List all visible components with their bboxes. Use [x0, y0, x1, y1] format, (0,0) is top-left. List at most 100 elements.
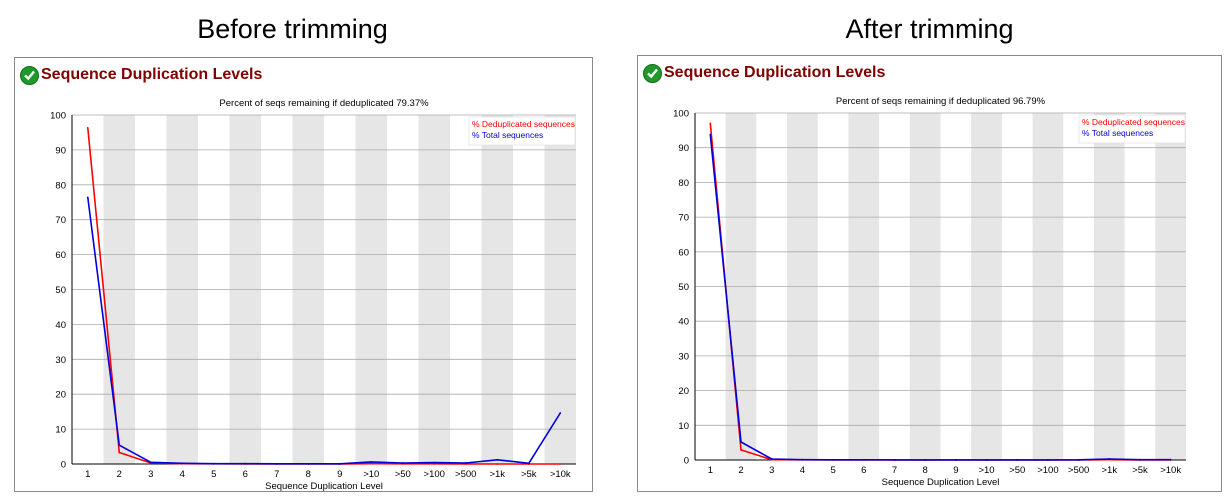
y-tick-label: 30: [55, 355, 66, 366]
x-tick-label: 5: [830, 465, 835, 476]
y-tick-label: 30: [678, 351, 689, 362]
x-tick-label: >100: [424, 469, 445, 480]
x-tick-label: >50: [1009, 465, 1025, 476]
data-point: [244, 462, 247, 465]
data-point: [559, 463, 562, 465]
y-tick-label: 10: [678, 421, 689, 432]
y-tick-label: 50: [55, 285, 66, 296]
data-point: [559, 412, 562, 414]
x-tick-label: >500: [455, 469, 476, 480]
data-point: [86, 127, 89, 129]
duplication-chart-before: 0 10 20 30 40 50 60 70 80 90 100 1 2 3 4 5 6 7 8 9 >10 >50 >10…: [50, 98, 576, 491]
x-tick-label: >10k: [550, 469, 571, 480]
data-point: [770, 458, 773, 460]
legend-entry: % Deduplicated sequences: [472, 119, 575, 129]
data-point: [118, 444, 121, 447]
y-tick-label: 70: [55, 215, 66, 226]
legend-entry: % Deduplicated sequences: [1082, 117, 1185, 127]
y-tick-label: 70: [678, 213, 689, 224]
y-tick-label: 60: [55, 250, 66, 261]
panel-title-row: Sequence Duplication Levels: [20, 63, 262, 87]
heading-after-trimming: After trimming: [845, 14, 1014, 44]
y-tick-label: 60: [678, 247, 689, 258]
y-tick-label: 10: [55, 425, 66, 436]
data-point: [212, 462, 215, 465]
data-point: [1139, 458, 1141, 461]
data-point: [527, 462, 530, 465]
x-tick-label: 2: [117, 469, 122, 480]
data-point: [1047, 458, 1049, 461]
data-point: [149, 461, 152, 464]
legend-box: [1078, 114, 1186, 144]
x-tick-label: >10k: [1160, 465, 1181, 476]
x-tick-label: >1k: [489, 469, 505, 480]
data-point: [496, 458, 499, 461]
y-tick-label: 0: [61, 460, 66, 471]
x-tick-label: 8: [923, 465, 928, 476]
data-point: [740, 441, 742, 443]
y-tick-label: 100: [50, 111, 66, 122]
y-tick-label: 80: [55, 180, 66, 191]
data-point: [496, 463, 499, 465]
x-tick-label: >10: [978, 465, 994, 476]
x-tick-label: 1: [708, 465, 713, 476]
data-point: [433, 461, 436, 464]
legend-box: [468, 116, 576, 146]
data-point: [1108, 458, 1111, 460]
x-tick-label: 6: [861, 465, 866, 476]
chart-title: Percent of seqs remaining if deduplicate…: [219, 98, 429, 109]
x-tick-label: 7: [892, 465, 897, 476]
data-point: [370, 462, 373, 465]
green-check-icon: [643, 63, 662, 83]
y-tick-label: 20: [678, 386, 689, 397]
x-tick-label: 9: [953, 465, 958, 476]
x-tick-label: 5: [211, 469, 216, 480]
data-point: [1077, 458, 1080, 461]
chart-panel-after: Sequence Duplication Levels 0 10 20 30 40 50 6…: [637, 55, 1222, 492]
x-axis-label: Sequence Duplication Level: [882, 477, 1000, 488]
data-point: [801, 458, 804, 461]
data-point: [86, 196, 89, 199]
series-line-1: [87, 197, 561, 465]
data-point: [338, 462, 341, 465]
y-tick-label: 90: [678, 143, 689, 154]
y-tick-label: 40: [55, 320, 66, 331]
duplication-chart-after: 0 10 20 30 40 50 60 70 80 90 100 1 2 3 4 5 6 7 8 9 >10 >50 >10…: [673, 96, 1186, 488]
data-point: [832, 458, 834, 461]
data-point: [1016, 458, 1019, 461]
data-point: [1169, 458, 1172, 461]
data-point: [370, 461, 373, 463]
x-tick-label: 3: [148, 469, 153, 480]
data-point: [709, 122, 712, 125]
y-tick-label: 20: [55, 390, 66, 401]
data-point: [709, 133, 712, 136]
x-tick-label: 2: [738, 465, 743, 476]
x-tick-label: >5k: [1132, 465, 1148, 476]
y-tick-label: 0: [684, 456, 689, 467]
x-tick-label: 7: [274, 469, 279, 480]
data-point: [893, 458, 896, 461]
x-tick-label: >1k: [1101, 465, 1117, 476]
x-axis-label: Sequence Duplication Level: [265, 481, 383, 491]
heading-before-trimming: Before trimming: [197, 14, 388, 44]
x-tick-label: 3: [769, 465, 774, 476]
x-tick-label: 6: [243, 469, 248, 480]
y-tick-label: 80: [678, 178, 689, 189]
data-point: [740, 449, 742, 451]
x-tick-label: >10: [363, 469, 379, 480]
x-tick-label: >50: [395, 469, 411, 480]
data-point: [307, 462, 310, 465]
legend-entry: % Total sequences: [472, 130, 543, 140]
data-point: [862, 458, 865, 461]
legend-entry: % Total sequences: [1082, 128, 1153, 138]
panel-title: Sequence Duplication Levels: [664, 64, 886, 81]
chart-panel-before: Sequence Duplication Levels 0 10 20 30 40 50 6…: [14, 57, 593, 492]
data-point: [924, 458, 927, 461]
chart-title: Percent of seqs remaining if deduplicate…: [836, 96, 1046, 107]
data-point: [954, 459, 957, 461]
data-point: [464, 462, 467, 464]
x-tick-label: 8: [306, 469, 311, 480]
green-check-icon: [20, 65, 39, 85]
y-tick-label: 90: [55, 145, 66, 156]
x-tick-label: 9: [337, 469, 342, 480]
